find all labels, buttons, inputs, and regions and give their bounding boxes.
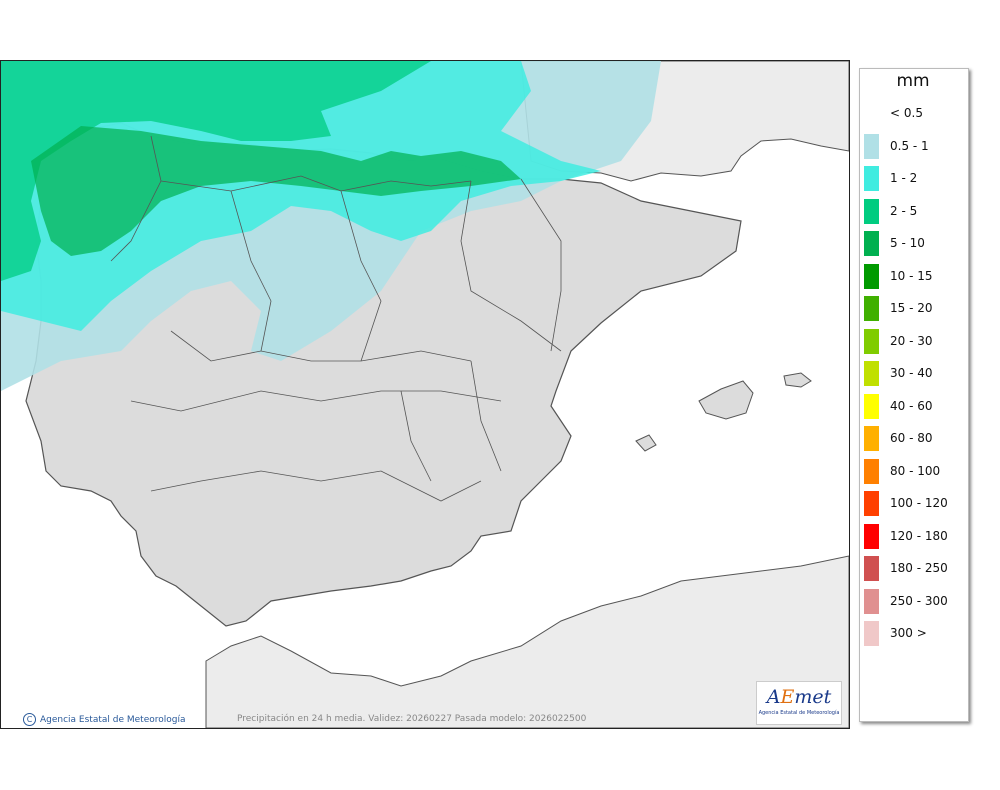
legend-item: 40 - 60 (860, 393, 968, 427)
precip-2-5 (1, 61, 431, 281)
legend-swatch (864, 198, 879, 224)
legend-label: 10 - 15 (890, 268, 933, 283)
legend-item: 15 - 20 (860, 296, 968, 329)
legend-label: 30 - 40 (890, 366, 933, 380)
precip-1-2 (1, 61, 601, 331)
legend-item: 80 - 100 (860, 458, 968, 492)
legend-item: 2 - 5 (860, 198, 968, 232)
legend-label: 5 - 10 (890, 236, 925, 250)
copyright-text: Agencia Estatal de Meteorología (40, 714, 186, 725)
legend-item: 1 - 2 (860, 166, 968, 199)
legend-unit: mm (896, 71, 930, 91)
legend-item: 300 > (860, 621, 968, 654)
logo-subtitle: Agencia Estatal de Meteorología (758, 710, 840, 716)
legend-swatch (864, 166, 879, 191)
legend-label: 180 - 250 (890, 561, 948, 575)
legend-label: 40 - 60 (890, 398, 933, 413)
legend-item: 5 - 10 (860, 231, 968, 264)
legend-label: 250 - 300 (890, 593, 948, 608)
copyright-icon: C (23, 713, 36, 726)
map-canvas (1, 61, 849, 728)
legend-label: 1 - 2 (890, 171, 918, 185)
legend-item: 180 - 250 (860, 556, 968, 589)
legend-swatch (864, 361, 879, 386)
region-borders (110, 135, 562, 502)
legend-swatch (864, 588, 879, 614)
legend-item: < 0.5 (860, 101, 968, 134)
legend-swatch (864, 556, 879, 581)
africa-land (205, 555, 849, 728)
legend-label: 20 - 30 (890, 333, 933, 348)
legend-item: 100 - 120 (860, 491, 968, 524)
copyright-notice: C Agencia Estatal de Meteorología (23, 713, 186, 726)
legend-label: 80 - 100 (890, 463, 941, 478)
legend-swatch (864, 393, 879, 419)
legend-swatch (864, 426, 879, 451)
aemet-logo: AEmet Agencia Estatal de Meteorología (756, 681, 842, 725)
precip-legend: mm < 0.5 0.5 - 1 1 - 2 2 - 5 5 - 10 10 - 15 15… (859, 68, 969, 722)
ibiza (635, 434, 657, 452)
legend-swatch (864, 523, 879, 549)
validity-text: Precipitación en 24 h media. Validez: 20… (237, 714, 587, 724)
legend-swatch (864, 263, 879, 289)
legend-swatch (864, 231, 879, 256)
legend-item: 60 - 80 (860, 426, 968, 459)
precipitation-map: C Agencia Estatal de Meteorología Precip… (0, 60, 850, 729)
mallorca (698, 380, 754, 420)
legend-swatch (864, 101, 879, 126)
legend-label: 60 - 80 (890, 431, 933, 445)
legend-swatch (864, 296, 879, 321)
legend-label: 0.5 - 1 (890, 138, 929, 153)
legend-item: 120 - 180 (860, 523, 968, 557)
legend-item: 10 - 15 (860, 263, 968, 297)
legend-item: 30 - 40 (860, 361, 968, 394)
legend-swatch (864, 491, 879, 516)
legend-item: 0.5 - 1 (860, 133, 968, 167)
legend-swatch (864, 621, 879, 646)
legend-swatch (864, 458, 879, 484)
menorca (783, 372, 812, 388)
legend-swatch (864, 133, 879, 159)
precip-5-10 (31, 126, 521, 256)
legend-label: < 0.5 (890, 106, 923, 120)
legend-label: 15 - 20 (890, 301, 933, 315)
legend-items: < 0.5 0.5 - 1 1 - 2 2 - 5 5 - 10 10 - 15 15 - … (860, 101, 968, 654)
legend-item: 20 - 30 (860, 328, 968, 362)
legend-swatch (864, 328, 879, 354)
legend-label: 100 - 120 (890, 496, 948, 510)
legend-item: 250 - 300 (860, 588, 968, 622)
logo-wordmark: AEmet (766, 686, 832, 708)
legend-label: 300 > (890, 626, 927, 640)
legend-label: 2 - 5 (890, 203, 918, 218)
legend-label: 120 - 180 (890, 528, 948, 543)
